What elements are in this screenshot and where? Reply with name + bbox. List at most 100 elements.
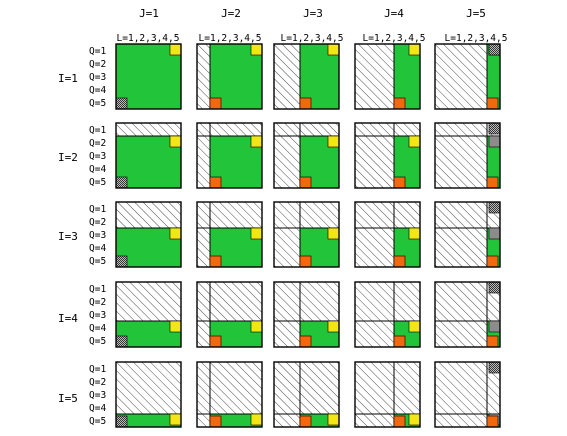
- block-border: [196, 361, 263, 428]
- block-i3-j1: [115, 201, 182, 268]
- block-border: [434, 281, 501, 348]
- block-border: [434, 122, 501, 189]
- q-label-i3-q3: Q=3: [89, 230, 106, 241]
- column-header-j3: J=3: [303, 7, 323, 20]
- orange-marker: [209, 335, 222, 348]
- yellow-marker: [408, 320, 421, 333]
- orange-marker: [486, 415, 499, 428]
- orange-marker: [393, 255, 406, 268]
- q-label-i2-q5: Q=5: [89, 177, 106, 188]
- checkered-marker: [488, 43, 501, 56]
- q-label-i1-q3: Q=3: [89, 72, 106, 83]
- q-label-i4-q5: Q=5: [89, 336, 106, 347]
- block-border: [115, 361, 182, 428]
- q-label-i4-q2: Q=2: [89, 297, 106, 308]
- block-border: [354, 43, 421, 110]
- block-i5-j5: [434, 361, 501, 428]
- yellow-marker: [169, 43, 182, 56]
- l-labels: L=1,2,3,4,5 L=1,2,3,4,5 L=1,2,3,4,5 L=1,…: [117, 33, 508, 44]
- q-label-i4-q1: Q=1: [89, 284, 106, 295]
- yellow-marker: [169, 135, 182, 148]
- q-label-i5-q2: Q=2: [89, 377, 106, 388]
- block-i3-j4: [354, 201, 421, 268]
- yellow-marker: [250, 43, 263, 56]
- block-i4-j5: [434, 281, 501, 348]
- q-label-i3-q2: Q=2: [89, 217, 106, 228]
- l-label-j2: L=1,2,3,4,5: [199, 33, 262, 44]
- yellow-marker: [169, 227, 182, 240]
- active-region: [487, 44, 500, 109]
- l-label-j3: L=1,2,3,4,5: [281, 33, 344, 44]
- q-label-i4-q4: Q=4: [89, 323, 106, 334]
- q-label-i2-q1: Q=1: [89, 125, 106, 136]
- q-labels: Q=1 Q=2 Q=3 Q=4 Q=5 Q=1 Q=2 Q=3 Q=4 Q=5 …: [89, 46, 106, 427]
- block-border: [196, 43, 263, 110]
- q-label-i3-q5: Q=5: [89, 256, 106, 267]
- block-border: [354, 361, 421, 428]
- orange-marker: [393, 176, 406, 189]
- row-header-i4: I=4: [58, 312, 78, 325]
- checkered-marker: [488, 201, 501, 214]
- checkered-marker: [115, 255, 128, 268]
- orange-marker: [209, 255, 222, 268]
- block-border: [115, 43, 182, 110]
- orange-marker: [299, 97, 312, 110]
- q-label-i5-q5: Q=5: [89, 416, 106, 427]
- q-label-i5-q3: Q=3: [89, 390, 106, 401]
- block-border: [115, 122, 182, 189]
- block-border: [115, 201, 182, 268]
- q-label-i1-q5: Q=5: [89, 98, 106, 109]
- gray-marker: [488, 320, 501, 333]
- block-border: [434, 43, 501, 110]
- block-border: [196, 122, 263, 189]
- active-region: [116, 414, 181, 427]
- block-i3-j2: [196, 201, 263, 268]
- column-header-j4: J=4: [384, 7, 404, 20]
- yellow-marker: [250, 413, 263, 426]
- block-i1-j4: [354, 43, 421, 110]
- block-i3-j3: [273, 201, 340, 268]
- block-i5-j2: [196, 361, 263, 428]
- gray-marker: [488, 135, 501, 148]
- block-border: [273, 281, 340, 348]
- checkered-marker: [488, 122, 501, 135]
- q-label-i2-q3: Q=3: [89, 151, 106, 162]
- q-label-i3-q1: Q=1: [89, 204, 106, 215]
- checkered-marker: [115, 415, 128, 428]
- yellow-marker: [327, 413, 340, 426]
- block-border: [354, 201, 421, 268]
- orange-marker: [486, 176, 499, 189]
- checkered-marker: [488, 281, 501, 294]
- column-headers: J=1 J=2 J=3 J=4 J=5: [139, 7, 486, 20]
- block-i4-j1: [115, 281, 182, 348]
- q-label-i1-q2: Q=2: [89, 59, 106, 70]
- l-label-j1: L=1,2,3,4,5: [117, 33, 180, 44]
- yellow-marker: [408, 227, 421, 240]
- block-border: [434, 201, 501, 268]
- checkered-marker: [488, 361, 501, 374]
- block-i1-j3: [273, 43, 340, 110]
- block-border: [273, 201, 340, 268]
- orange-marker: [299, 255, 312, 268]
- orange-marker: [299, 415, 312, 428]
- row-header-i3: I=3: [58, 230, 78, 243]
- active-region: [210, 414, 262, 427]
- block-i5-j4: [354, 361, 421, 428]
- block-border: [434, 361, 501, 428]
- yellow-marker: [327, 227, 340, 240]
- orange-marker: [486, 97, 499, 110]
- row-headers: I=1 I=2 I=3 I=4 I=5: [58, 72, 78, 405]
- block-i5-j1: [115, 361, 182, 428]
- yellow-marker: [250, 135, 263, 148]
- block-grid: [115, 43, 501, 428]
- yellow-marker: [408, 413, 421, 426]
- orange-marker: [299, 176, 312, 189]
- orange-marker: [393, 415, 406, 428]
- orange-marker: [393, 97, 406, 110]
- block-border: [273, 43, 340, 110]
- orange-marker: [299, 335, 312, 348]
- block-i2-j3: [273, 122, 340, 189]
- l-label-j4: L=1,2,3,4,5: [363, 33, 426, 44]
- block-i4-j4: [354, 281, 421, 348]
